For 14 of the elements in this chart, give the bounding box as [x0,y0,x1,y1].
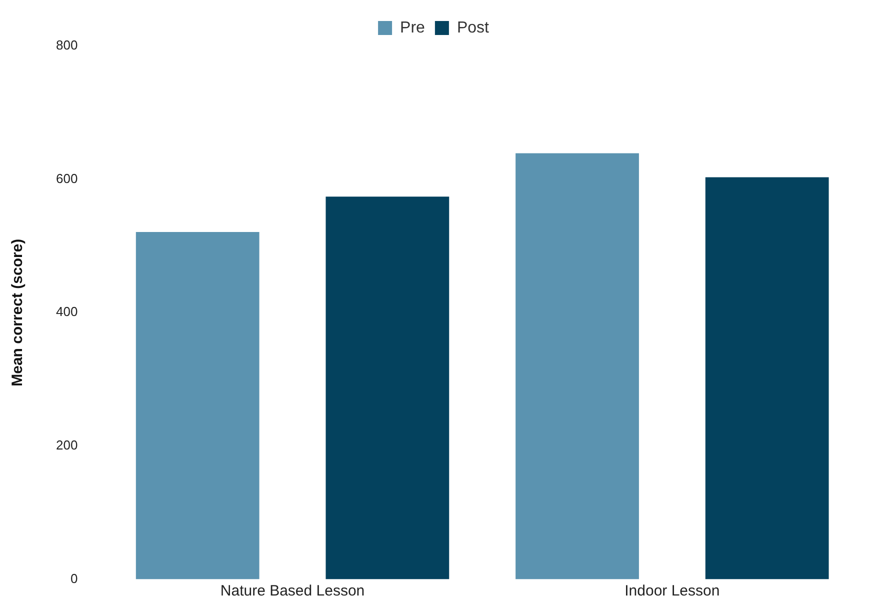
y-tick-label: 800 [56,38,78,53]
x-tick-label: Indoor Lesson [624,582,720,600]
y-tick-label: 600 [56,170,78,186]
bar [136,232,260,580]
bar [516,153,639,580]
y-tick-label: 200 [56,437,78,452]
legend-label: Pre [400,19,426,36]
bar [326,196,450,580]
legend-label: Post [456,19,490,36]
bar [705,177,829,580]
y-axis-title: Mean correct (score) [9,238,26,386]
y-tick-label: 400 [56,304,78,320]
y-tick-label: 0 [70,570,78,586]
x-tick-label: Nature Based Lesson [220,582,365,600]
